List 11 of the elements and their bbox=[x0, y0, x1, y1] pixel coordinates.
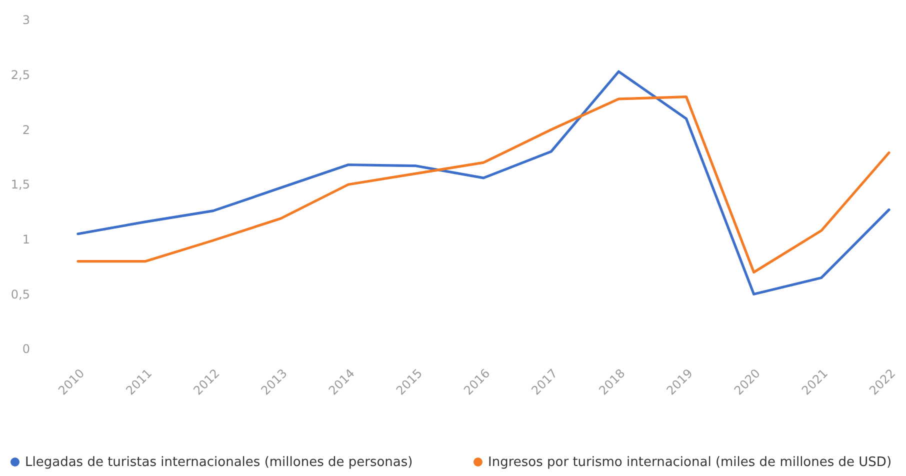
y-tick-label: 0 bbox=[22, 342, 30, 356]
y-tick-label: 2,5 bbox=[10, 68, 30, 82]
line-series bbox=[76, 70, 890, 296]
y-tick-label: 1 bbox=[22, 232, 30, 247]
line-series bbox=[76, 95, 890, 274]
y-tick-label: 0,5 bbox=[10, 287, 30, 302]
y-tick-label: 2 bbox=[22, 122, 30, 137]
legend-label: Llegadas de turistas internacionales (millones de personas) bbox=[25, 455, 413, 470]
y-tick-label: 1,5 bbox=[10, 178, 30, 192]
y-tick-label: 3 bbox=[22, 13, 30, 28]
legend-label: Ingresos por turismo internacional (miles de millones de USD) bbox=[488, 455, 892, 470]
